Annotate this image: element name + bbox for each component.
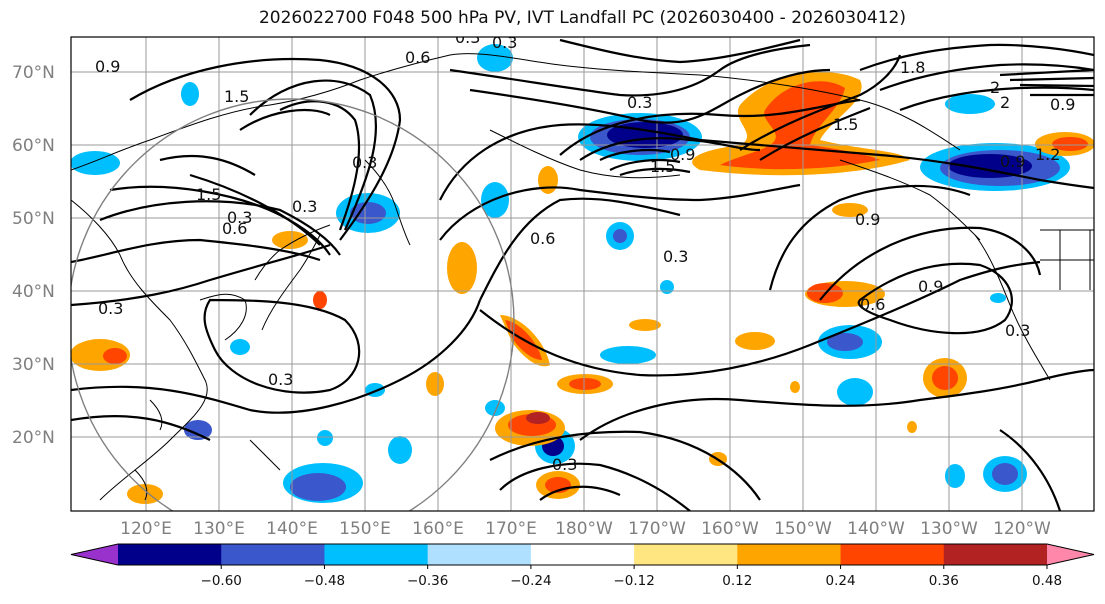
- contour-label: 1.5: [650, 157, 675, 176]
- lat-label-70n: 70°N: [12, 63, 55, 83]
- lon-label-180w: 180°W: [555, 519, 613, 539]
- pv-contours: [71, 38, 1094, 511]
- lon-label-160w: 160°W: [701, 519, 759, 539]
- colorbar-tick-label: 0.24: [826, 573, 856, 589]
- colorbar-tick-label: 0.12: [722, 573, 752, 589]
- contour-label: 1.5: [833, 115, 858, 134]
- contour-label: 0.3: [455, 28, 480, 47]
- colorbar-tick-label: −0.60: [201, 573, 242, 589]
- colorbar-segment: [840, 544, 945, 565]
- map-title: 2026022700 F048 500 hPa PV, IVT Landfall…: [258, 8, 906, 28]
- contour-labels: 0.3 0.3 0.6 0.9 1.5 0.3 0.3 1.5 0.3 0.6 …: [95, 28, 1075, 474]
- contour-label: 0.6: [405, 48, 430, 67]
- contour-label: 0.6: [222, 219, 247, 238]
- map-panel: 0.3 0.3 0.6 0.9 1.5 0.3 0.3 1.5 0.3 0.6 …: [71, 28, 1094, 511]
- contour-label: 0.9: [855, 210, 880, 229]
- lon-label-130w: 130°W: [920, 519, 978, 539]
- contour-label: 1.5: [224, 87, 249, 106]
- contour-label: 0.9: [95, 57, 120, 76]
- colorbar-tick-label: −0.36: [407, 573, 448, 589]
- lon-label-120e: 120°E: [120, 519, 172, 539]
- lon-label-120w: 120°W: [993, 519, 1051, 539]
- lon-label-160e: 160°E: [412, 519, 464, 539]
- contour-label: 0.9: [918, 277, 943, 296]
- contour-label: 0.3: [552, 455, 577, 474]
- colorbar-tick-label: 0.36: [929, 573, 959, 589]
- lon-label-140e: 140°E: [266, 519, 318, 539]
- colorbar-segment: [324, 544, 429, 565]
- contour-label: 0.6: [860, 295, 885, 314]
- lat-label-30n: 30°N: [12, 355, 55, 375]
- contour-label: 0.9: [670, 145, 695, 164]
- colorbar-tick-label: −0.48: [304, 573, 345, 589]
- contour-label: 0.3: [227, 208, 252, 227]
- lat-label-60n: 60°N: [12, 136, 55, 156]
- contour-label: 2: [1000, 93, 1010, 112]
- colorbar-segment: [737, 544, 842, 565]
- colorbar-extend-low: [71, 544, 118, 565]
- range-circle: [71, 98, 515, 511]
- contour-label: 0.3: [627, 93, 652, 112]
- contour-label: 0.3: [292, 197, 317, 216]
- colorbar-extend-high: [1047, 544, 1094, 565]
- colorbar-segment: [427, 544, 532, 565]
- contour-label: 0.9: [1050, 95, 1075, 114]
- lon-label-170w: 170°W: [628, 519, 686, 539]
- colorbar-segment: [943, 544, 1048, 565]
- colorbar-segment: [530, 544, 635, 565]
- lat-label-20n: 20°N: [12, 428, 55, 448]
- contour-label: 0.3: [352, 153, 377, 172]
- contour-label: 0.3: [663, 247, 688, 266]
- colorbar-tick-label: −0.24: [510, 573, 551, 589]
- colorbar-tick-label: 0.48: [1032, 573, 1062, 589]
- lon-label-150e: 150°E: [339, 519, 391, 539]
- lon-label-140w: 140°W: [847, 519, 905, 539]
- longitude-labels: 120°E 130°E 140°E 150°E 160°E 170°E 180°…: [120, 519, 1051, 539]
- contour-label: 1.2: [1035, 145, 1060, 164]
- contour-label: 1.8: [900, 58, 925, 77]
- colorbar-segment: [634, 544, 738, 565]
- colorbar-segment: [118, 544, 222, 565]
- lat-label-40n: 40°N: [12, 282, 55, 302]
- colorbar-segment: [221, 544, 325, 565]
- lat-label-50n: 50°N: [12, 209, 55, 229]
- colorbar-outline: [70, 543, 1095, 566]
- contour-label: 0.3: [492, 33, 517, 52]
- contour-label: 0.3: [1005, 321, 1030, 340]
- contour-label: 0.3: [98, 299, 123, 318]
- contour-label: 0.3: [268, 370, 293, 389]
- contour-label: 0.9: [1000, 152, 1025, 171]
- colorbar: [70, 543, 1095, 569]
- colorbar-tick-labels: −0.60 −0.48 −0.36 −0.24 −0.12 0.12 0.24 0.36 0.4…: [201, 573, 1062, 589]
- contour-label: 1.5: [196, 185, 221, 204]
- contour-label: 2: [990, 78, 1000, 97]
- lon-label-150w: 150°W: [774, 519, 832, 539]
- map-frame: [70, 36, 1095, 512]
- colorbar-tick-label: −0.12: [613, 573, 654, 589]
- latitude-labels: 70°N 60°N 50°N 40°N 30°N 20°N: [12, 63, 55, 448]
- lon-label-130e: 130°E: [193, 519, 245, 539]
- lon-label-170e: 170°E: [485, 519, 537, 539]
- coastlines: [71, 53, 1094, 501]
- contour-label: 0.6: [530, 229, 555, 248]
